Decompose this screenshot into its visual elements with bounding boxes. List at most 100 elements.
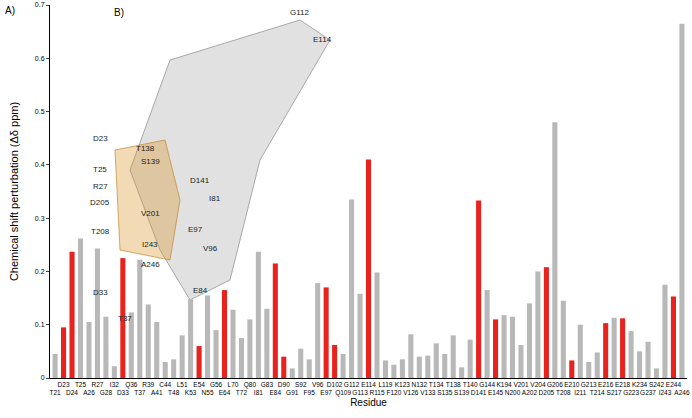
svg-text:G112: G112	[290, 8, 310, 17]
svg-text:G28: G28	[100, 389, 113, 396]
svg-text:V96: V96	[312, 381, 324, 388]
svg-text:Residue: Residue	[350, 397, 387, 408]
svg-text:S217: S217	[607, 389, 623, 396]
svg-text:I32: I32	[110, 381, 119, 388]
svg-text:E97: E97	[188, 225, 203, 234]
svg-text:Q36: Q36	[125, 381, 138, 389]
svg-text:B): B)	[114, 7, 124, 18]
svg-text:E114: E114	[361, 381, 376, 388]
svg-text:R27: R27	[91, 381, 103, 388]
svg-text:T25: T25	[75, 381, 87, 388]
svg-text:G144: G144	[479, 381, 495, 388]
svg-text:C44: C44	[159, 381, 171, 388]
svg-text:G83: G83	[261, 381, 274, 388]
svg-text:I81: I81	[254, 389, 263, 396]
svg-text:A41: A41	[151, 389, 163, 396]
svg-text:L70: L70	[228, 381, 239, 388]
svg-text:Chemical shift perturbation (Δ: Chemical shift perturbation (Δδ ppm)	[8, 102, 20, 281]
svg-text:G237: G237	[640, 389, 656, 396]
svg-text:T134: T134	[429, 381, 444, 388]
svg-text:V96: V96	[203, 244, 218, 253]
svg-text:S139: S139	[454, 389, 470, 396]
svg-text:0.1: 0.1	[35, 321, 45, 328]
svg-text:I243: I243	[659, 389, 672, 396]
svg-text:E84: E84	[193, 286, 208, 295]
svg-text:T214: T214	[590, 389, 605, 396]
svg-text:K234: K234	[632, 381, 648, 388]
svg-text:V133: V133	[420, 389, 436, 396]
svg-text:D102: D102	[327, 381, 343, 388]
svg-text:T48: T48	[168, 389, 180, 396]
svg-text:F120: F120	[386, 389, 401, 396]
svg-text:Q80: Q80	[244, 381, 257, 389]
svg-text:D90: D90	[278, 381, 290, 388]
svg-text:G56: G56	[210, 381, 223, 388]
svg-text:K194: K194	[496, 381, 512, 388]
svg-text:G223: G223	[623, 389, 639, 396]
svg-text:A246: A246	[674, 389, 690, 396]
svg-text:0.6: 0.6	[35, 55, 45, 62]
svg-text:S139: S139	[141, 157, 160, 166]
svg-text:K123: K123	[395, 381, 411, 388]
svg-text:E244: E244	[666, 381, 682, 388]
svg-text:G91: G91	[286, 389, 299, 396]
svg-text:T208: T208	[91, 227, 110, 236]
svg-text:E210: E210	[564, 381, 580, 388]
svg-text:K53: K53	[185, 389, 197, 396]
svg-text:0: 0	[41, 374, 45, 381]
svg-text:I211: I211	[574, 389, 587, 396]
svg-text:G113: G113	[352, 389, 368, 396]
svg-text:N132: N132	[412, 381, 428, 388]
svg-text:E84: E84	[270, 389, 282, 396]
svg-text:T37: T37	[118, 314, 132, 323]
svg-text:D205: D205	[90, 198, 110, 207]
svg-text:D33: D33	[93, 288, 108, 297]
svg-text:S135: S135	[437, 389, 453, 396]
svg-text:T37: T37	[134, 389, 146, 396]
svg-text:0.4: 0.4	[35, 161, 45, 168]
svg-text:0.5: 0.5	[35, 108, 45, 115]
svg-text:R27: R27	[93, 182, 108, 191]
svg-text:A26: A26	[83, 389, 95, 396]
svg-text:T208: T208	[556, 389, 571, 396]
svg-text:A202: A202	[522, 389, 538, 396]
svg-text:L119: L119	[378, 381, 392, 388]
svg-text:R115: R115	[369, 389, 384, 396]
svg-text:0.2: 0.2	[35, 268, 45, 275]
svg-text:F95: F95	[304, 389, 316, 396]
svg-text:I81: I81	[209, 194, 221, 203]
svg-text:A246: A246	[141, 260, 160, 269]
svg-text:E97: E97	[320, 389, 332, 396]
svg-text:I243: I243	[142, 240, 158, 249]
svg-text:Q109: Q109	[335, 389, 351, 397]
svg-text:0.3: 0.3	[35, 215, 45, 222]
svg-text:T21: T21	[49, 389, 61, 396]
svg-text:E145: E145	[488, 389, 504, 396]
svg-text:T72: T72	[236, 389, 248, 396]
svg-text:L51: L51	[177, 381, 188, 388]
svg-text:A): A)	[5, 5, 15, 16]
svg-text:E64: E64	[219, 389, 231, 396]
svg-text:D205: D205	[539, 389, 555, 396]
svg-text:T138: T138	[446, 381, 461, 388]
svg-text:D141: D141	[471, 389, 487, 396]
svg-text:D23: D23	[58, 381, 70, 388]
svg-text:D33: D33	[117, 389, 129, 396]
svg-text:E114: E114	[313, 35, 332, 44]
svg-text:E54: E54	[193, 381, 205, 388]
svg-text:E216: E216	[598, 381, 614, 388]
svg-text:D23: D23	[93, 134, 108, 143]
svg-text:T138: T138	[136, 144, 155, 153]
svg-text:V201: V201	[513, 381, 529, 388]
svg-text:D24: D24	[66, 389, 78, 396]
svg-text:V201: V201	[141, 209, 160, 218]
svg-text:G206: G206	[547, 381, 563, 388]
svg-text:N200: N200	[505, 389, 521, 396]
svg-text:N55: N55	[202, 389, 214, 396]
svg-text:T140: T140	[463, 381, 478, 388]
svg-text:D141: D141	[190, 176, 210, 185]
svg-text:G213: G213	[581, 381, 597, 388]
svg-text:0.7: 0.7	[35, 1, 45, 8]
svg-text:G112: G112	[344, 381, 360, 388]
svg-text:V126: V126	[403, 389, 419, 396]
